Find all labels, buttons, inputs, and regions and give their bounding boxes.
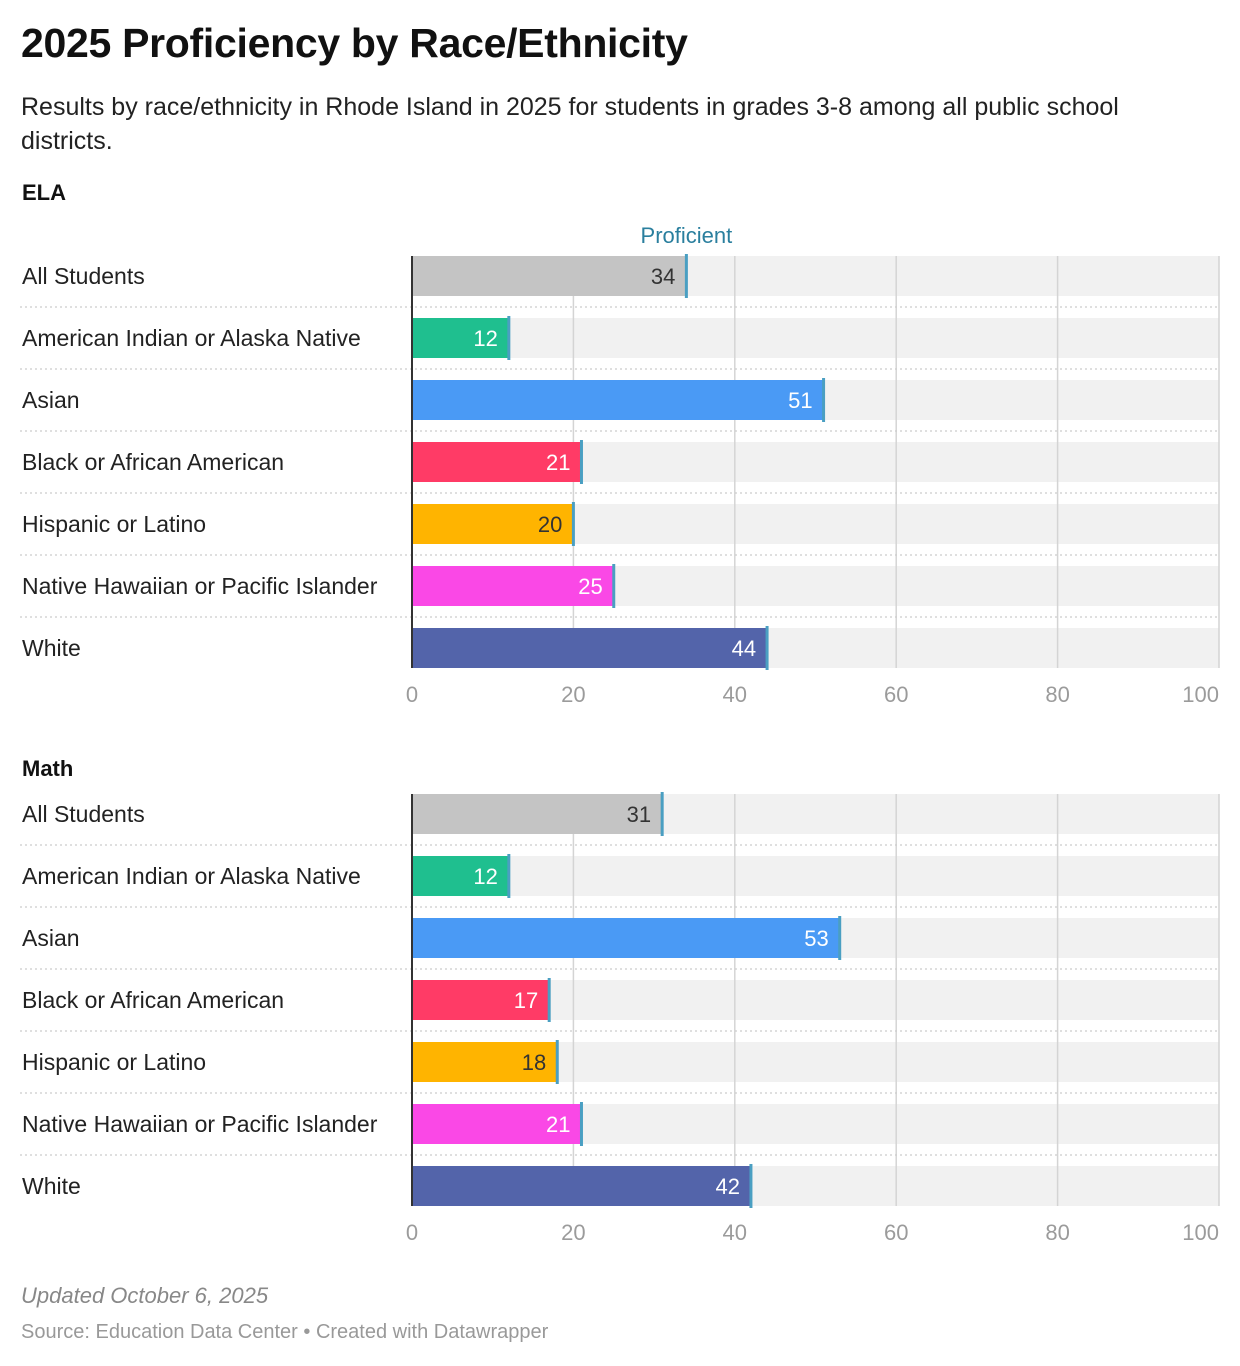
proficient-marker [612,564,616,608]
x-tick-label: 80 [1045,1220,1069,1245]
x-tick-label: 0 [406,682,418,707]
value-label: 18 [522,1050,546,1075]
category-label: American Indian or Alaska Native [22,325,361,351]
bar [412,628,768,668]
proficient-marker [749,1164,753,1208]
proficient-marker [579,440,583,484]
panel-title-math: Math [22,756,74,781]
x-tick-label: 60 [884,1220,908,1245]
proficient-marker [579,1102,583,1146]
x-tick-label: 80 [1045,682,1069,707]
chart-subtitle: Results by race/ethnicity in Rhode Islan… [21,93,1119,155]
proficient-marker [765,626,769,670]
math-chart: 31 All Students 12 American Indian or Alask… [0,758,1240,1248]
category-label: Black or African American [22,449,284,475]
bar [412,1104,582,1144]
x-tick-label: 40 [723,682,747,707]
x-tick-label: 0 [406,1220,418,1245]
bar [412,794,663,834]
value-label: 34 [651,264,675,289]
bar [412,256,687,296]
category-label: Hispanic or Latino [22,1049,206,1075]
panel-title-ela: ELA [22,180,66,205]
bar [412,856,509,896]
category-label: White [22,635,81,661]
value-label: 17 [514,988,538,1013]
category-label: Hispanic or Latino [22,511,206,537]
category-label: Asian [22,925,80,951]
value-label: 25 [578,574,602,599]
proficient-marker [822,378,826,422]
x-tick-label: 100 [1182,1220,1219,1245]
category-label: All Students [22,263,145,289]
bar [412,566,614,606]
value-label: 12 [473,864,497,889]
proficient-marker [547,978,551,1022]
category-label: Native Hawaiian or Pacific Islander [22,573,378,599]
bar [412,318,509,358]
value-label: 21 [546,1112,570,1137]
bar [412,504,574,544]
chart-title: 2025 Proficiency by Race/Ethnicity [21,20,688,66]
category-label: Asian [22,387,80,413]
proficient-marker [555,1040,559,1084]
bar [412,1042,558,1082]
bar-track [412,318,1219,358]
bar [412,380,824,420]
value-label: 21 [546,450,570,475]
value-label: 42 [715,1174,739,1199]
bar [412,1166,751,1206]
bar [412,918,840,958]
proficient-marker [660,792,664,836]
bar-track [412,856,1219,896]
updated-note: Updated October 6, 2025 [21,1283,269,1308]
category-label: Black or African American [22,987,284,1013]
bar [412,980,550,1020]
bar [412,442,582,482]
proficient-marker [571,502,575,546]
category-label: Native Hawaiian or Pacific Islander [22,1111,378,1137]
x-tick-label: 40 [723,1220,747,1245]
proficient-marker [838,916,842,960]
proficient-marker [507,854,511,898]
value-label: 12 [473,326,497,351]
category-label: American Indian or Alaska Native [22,863,361,889]
value-label: 53 [804,926,828,951]
category-label: All Students [22,801,145,827]
source-credit: Source: Education Data Center • Created … [21,1321,549,1343]
x-tick-label: 20 [561,682,585,707]
ela-chart: 34 All Students 12 American Indian or Alask… [0,220,1240,710]
value-label: 44 [732,636,756,661]
proficient-marker [684,254,688,298]
proficient-marker-label: Proficient [641,223,733,248]
proficient-marker [507,316,511,360]
value-label: 31 [627,802,651,827]
x-tick-label: 100 [1182,682,1219,707]
x-tick-label: 20 [561,1220,585,1245]
value-label: 20 [538,512,562,537]
value-label: 51 [788,388,812,413]
x-tick-label: 60 [884,682,908,707]
category-label: White [22,1173,81,1199]
